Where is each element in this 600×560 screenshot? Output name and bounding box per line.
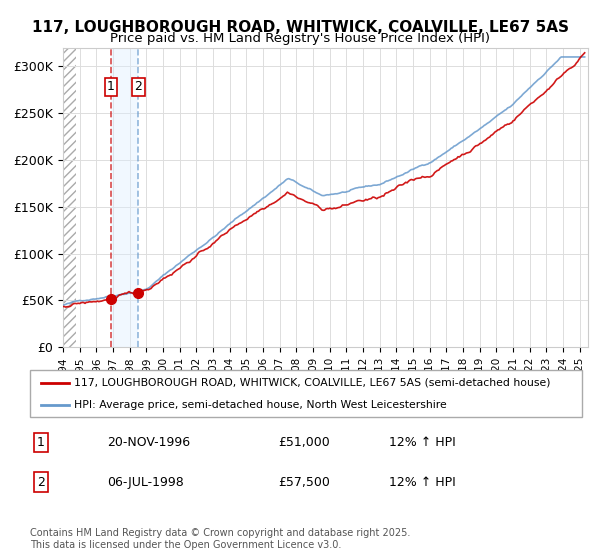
Bar (63, 48, 76, 347)
Text: 2: 2 (134, 80, 142, 93)
Text: HPI: Average price, semi-detached house, North West Leicestershire: HPI: Average price, semi-detached house,… (74, 400, 447, 410)
Text: 12% ↑ HPI: 12% ↑ HPI (389, 475, 455, 488)
Text: 117, LOUGHBOROUGH ROAD, WHITWICK, COALVILLE, LE67 5AS (semi-detached house): 117, LOUGHBOROUGH ROAD, WHITWICK, COALVI… (74, 378, 551, 388)
Text: 1: 1 (107, 80, 115, 93)
Text: Price paid vs. HM Land Registry's House Price Index (HPI): Price paid vs. HM Land Registry's House … (110, 32, 490, 45)
Text: 2: 2 (37, 475, 45, 488)
Text: 117, LOUGHBOROUGH ROAD, WHITWICK, COALVILLE, LE67 5AS: 117, LOUGHBOROUGH ROAD, WHITWICK, COALVI… (32, 20, 569, 35)
FancyBboxPatch shape (30, 370, 582, 417)
Text: £57,500: £57,500 (278, 475, 330, 488)
Text: 20-NOV-1996: 20-NOV-1996 (107, 436, 190, 449)
Text: 1: 1 (37, 436, 45, 449)
Text: 12% ↑ HPI: 12% ↑ HPI (389, 436, 455, 449)
Text: £51,000: £51,000 (278, 436, 330, 449)
Text: 06-JUL-1998: 06-JUL-1998 (107, 475, 184, 488)
Text: Contains HM Land Registry data © Crown copyright and database right 2025.
This d: Contains HM Land Registry data © Crown c… (30, 528, 410, 550)
Bar (111, 48, 138, 347)
